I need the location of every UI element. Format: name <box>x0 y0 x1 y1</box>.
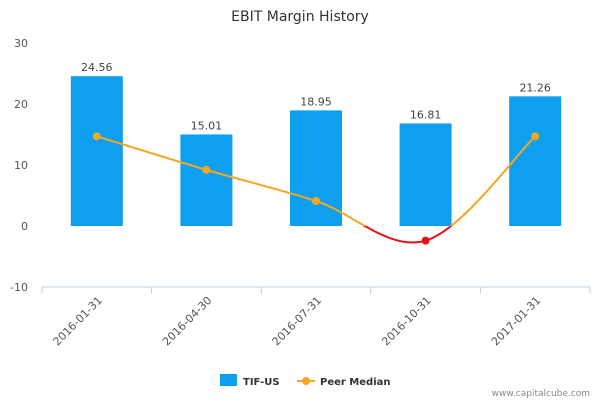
bar-data-label: 15.01 <box>191 119 223 132</box>
bar-series <box>70 76 562 227</box>
legend-label-bar-series: TIF-US <box>243 377 280 388</box>
bar <box>70 76 123 227</box>
bar <box>509 96 562 227</box>
legend-line-marker <box>302 377 310 385</box>
bar-data-label: 24.56 <box>81 61 113 74</box>
legend-label-line-series: Peer Median <box>320 377 391 388</box>
y-tick-label: 0 <box>21 220 28 233</box>
line-point <box>92 132 101 141</box>
y-tick-label: 30 <box>14 37 28 50</box>
line-series <box>92 132 540 245</box>
bar <box>180 134 233 226</box>
bar-data-label: 16.81 <box>410 108 442 121</box>
legend: TIF-US Peer Median <box>220 374 391 388</box>
x-axis <box>41 286 591 294</box>
line-path <box>96 135 536 226</box>
watermark: www.capitalcube.com <box>492 389 590 399</box>
y-axis-tick-labels: 30 20 10 0 -10 <box>10 37 28 294</box>
line-point <box>421 236 430 245</box>
bar <box>399 123 452 226</box>
y-tick-label: 10 <box>14 159 28 172</box>
y-tick-label: -10 <box>10 281 28 294</box>
line-point <box>312 196 320 205</box>
bar <box>290 110 342 226</box>
y-tick-label: 20 <box>14 98 28 111</box>
bar-data-label: 18.95 <box>300 95 332 108</box>
chart-title: EBIT Margin History <box>231 9 369 25</box>
bar-data-labels: 24.56 15.01 18.95 16.81 21.26 <box>81 61 551 132</box>
bar-data-label: 21.26 <box>519 81 551 94</box>
line-point <box>531 132 540 141</box>
legend-bar-swatch <box>220 374 237 386</box>
line-point <box>202 165 211 174</box>
